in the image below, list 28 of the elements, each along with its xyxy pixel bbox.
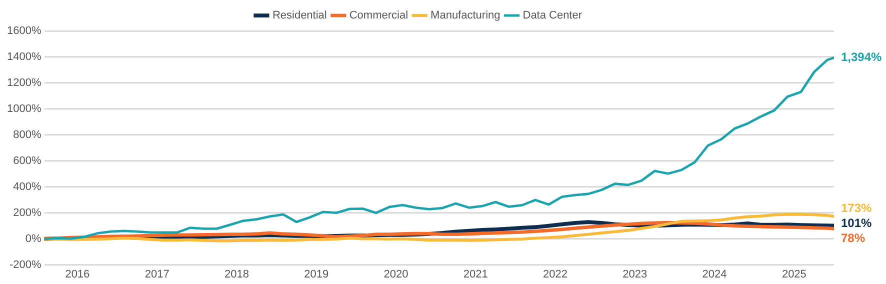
- x-tick-label: 2023: [622, 268, 648, 280]
- x-tick-label: 2024: [702, 268, 727, 280]
- y-tick-label: -200%: [9, 258, 42, 271]
- y-tick-label: 600%: [13, 154, 42, 167]
- x-tick-label: 2016: [65, 268, 90, 280]
- x-tick-label: 2020: [384, 268, 408, 280]
- data-label: 78%: [841, 230, 866, 245]
- x-tick-label: 2022: [543, 268, 568, 280]
- x-tick-label: 2025: [782, 268, 806, 280]
- y-tick-label: 0%: [25, 232, 42, 245]
- y-tick-label: 800%: [13, 128, 42, 141]
- y-tick-label: 200%: [13, 206, 42, 219]
- legend-label: Commercial: [349, 10, 408, 22]
- data-label: 1,394%: [841, 50, 882, 64]
- y-tick-label: 1000%: [6, 102, 42, 115]
- legend-label: Manufacturing: [430, 10, 500, 22]
- y-tick-label: 400%: [13, 180, 42, 193]
- x-tick-label: 2017: [144, 268, 170, 280]
- y-tick-label: 1400%: [6, 51, 42, 64]
- data-label: 101%: [841, 216, 872, 230]
- x-tick-label: 2021: [463, 268, 488, 280]
- data-label: 173%: [841, 200, 872, 215]
- legend-label: Data Center: [522, 10, 582, 22]
- x-tick-label: 2019: [304, 268, 329, 280]
- y-tick-label: 1600%: [6, 25, 42, 38]
- legend-label: Residential: [272, 10, 327, 22]
- x-tick-label: 2018: [224, 268, 249, 280]
- y-tick-label: 1200%: [6, 76, 42, 89]
